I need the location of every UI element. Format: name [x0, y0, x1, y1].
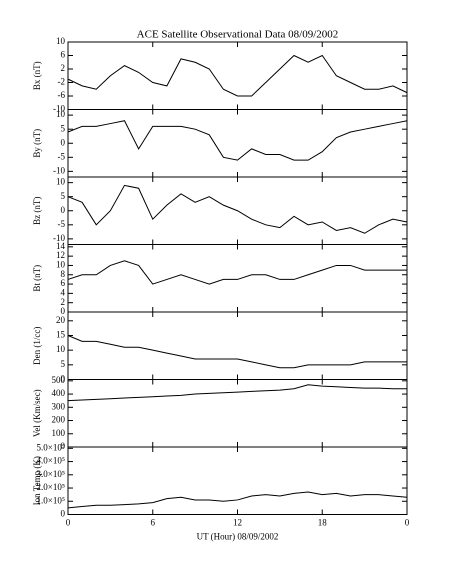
y-tick-label: 6 [61, 278, 66, 288]
y-tick-label: -10 [53, 165, 65, 175]
x-tick-label: 12 [233, 518, 242, 528]
y-tick-label: -5 [58, 219, 66, 229]
y-tick-label: 3.0×10⁵ [37, 469, 65, 479]
y-tick-label: 0 [61, 205, 66, 215]
data-line [67, 491, 408, 509]
y-axis-label: Den (1/cc) [32, 327, 42, 365]
panel-frame [67, 244, 408, 313]
y-tick-label: 2 [61, 297, 66, 307]
y-axis-label: Ion Temp (K) [32, 456, 42, 505]
y-tick-label: -2 [58, 77, 66, 87]
y-tick-label: 20 [56, 315, 66, 325]
y-tick-label: 2 [61, 63, 66, 73]
y-tick-label: 0 [61, 441, 66, 451]
y-tick-label: 100 [52, 428, 66, 438]
y-tick-label: 15 [56, 330, 66, 340]
data-line [67, 335, 407, 369]
data-line [67, 184, 408, 234]
y-tick-label: 1.0×10⁵ [37, 495, 65, 505]
y-tick-label: 10 [56, 36, 66, 46]
y-tick-label: 4 [61, 287, 66, 297]
panel-frame [67, 41, 408, 110]
y-tick-label: 12 [56, 250, 65, 260]
y-tick-label: 5 [61, 191, 66, 201]
panel-frame [67, 109, 408, 178]
y-tick-label: 8 [61, 269, 66, 279]
y-tick-label: 14 [56, 241, 66, 251]
y-tick-label: 10 [56, 177, 66, 187]
y-tick-label: 2.0×10⁵ [37, 482, 65, 492]
x-tick-label: 0 [405, 518, 410, 528]
y-tick-label: 0 [61, 306, 66, 316]
y-tick-label: 0 [61, 137, 66, 147]
y-tick-label: 5 [61, 123, 66, 133]
y-tick-label: 4.0×10⁵ [37, 456, 65, 466]
data-line [67, 120, 408, 161]
y-tick-label: 0 [61, 374, 66, 384]
data-line [67, 54, 408, 97]
y-tick-label: 10 [56, 260, 66, 270]
y-tick-label: -6 [58, 90, 66, 100]
y-tick-label: -10 [53, 233, 65, 243]
y-tick-label: 5.0×10⁵ [37, 442, 65, 452]
y-tick-label: 500 [52, 375, 66, 385]
chart-title: ACE Satellite Observational Data 08/09/2… [137, 29, 339, 41]
y-tick-label: 5 [61, 359, 66, 369]
y-tick-label: 10 [56, 344, 66, 354]
y-tick-label: 0 [61, 509, 66, 519]
x-axis-label: UT (Hour) 08/09/2002 [197, 532, 279, 542]
y-tick-label: 6 [61, 50, 66, 60]
y-tick-label: 300 [52, 401, 66, 411]
y-axis-label: Bz (nT) [32, 197, 42, 225]
y-tick-label: -10 [53, 104, 65, 114]
panel-frame [67, 379, 408, 448]
y-tick-label: -5 [58, 151, 66, 161]
y-axis-label: Bt (nT) [32, 265, 42, 292]
y-axis-label: Vel (Km/sec) [32, 389, 42, 437]
x-tick-label: 18 [318, 518, 328, 528]
y-tick-label: 200 [52, 415, 66, 425]
y-tick-label: 10 [56, 109, 66, 119]
x-tick-label: 6 [151, 518, 156, 528]
data-line [67, 384, 407, 402]
y-tick-label: 400 [52, 388, 66, 398]
x-tick-label: 0 [66, 518, 71, 528]
y-axis-label: Bx (nT) [32, 61, 42, 90]
y-axis-label: By (nT) [32, 129, 42, 158]
data-line [67, 260, 407, 285]
